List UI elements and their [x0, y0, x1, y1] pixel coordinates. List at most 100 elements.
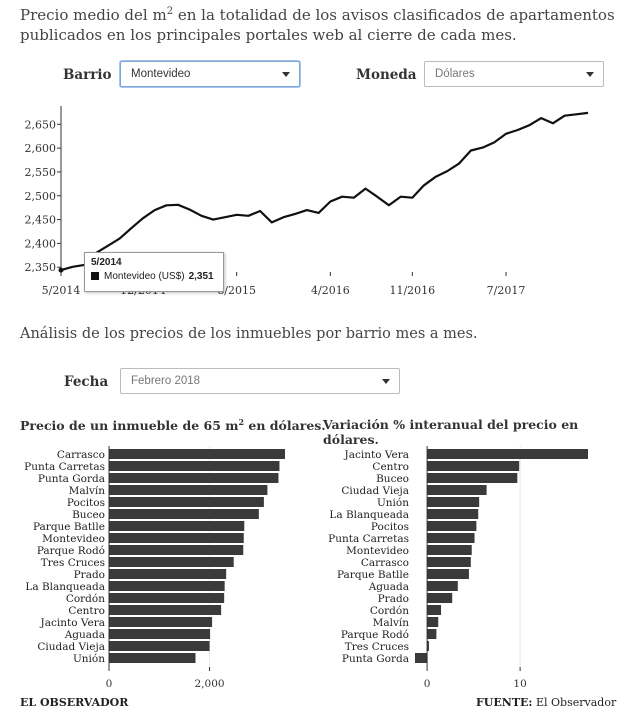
- bar: [427, 545, 472, 555]
- bar: [427, 509, 479, 519]
- bar: [109, 521, 245, 531]
- bar: [109, 653, 196, 663]
- bar: [109, 629, 211, 639]
- bar: [427, 581, 458, 591]
- bar: [109, 533, 244, 543]
- category-label: Punta Carretas: [24, 461, 105, 473]
- bar: [427, 485, 487, 495]
- barrio-label: Barrio: [63, 67, 112, 83]
- category-label: Ciudad Vieja: [37, 641, 105, 653]
- category-label: Carrasco: [361, 557, 409, 569]
- x-tick-label: 5/2014: [42, 284, 81, 297]
- category-label: Buceo: [376, 473, 409, 485]
- category-label: Jacinto Vera: [40, 617, 105, 629]
- bar: [109, 605, 222, 615]
- x-tick-label: 7/2017: [487, 284, 526, 297]
- category-label: Aguada: [64, 629, 105, 641]
- line-chart[interactable]: 2,350 2,400 2,450 2,500 2,550 2,600 2,650 5/201…: [0, 100, 623, 300]
- bar: [427, 617, 439, 627]
- category-label: Buceo: [72, 509, 105, 521]
- bar: [427, 593, 453, 603]
- moneda-select[interactable]: Dólares: [424, 61, 604, 87]
- bar: [415, 653, 428, 663]
- category-label: Punta Gorda: [38, 473, 105, 485]
- category-label: Centro: [372, 461, 409, 473]
- bar: [109, 641, 210, 651]
- price-title-superscript: 2: [238, 417, 245, 427]
- intro-text-start: Precio medio del m: [20, 6, 167, 24]
- category-label: Montevideo: [42, 533, 105, 545]
- y-tick-label: 2,350: [25, 261, 57, 274]
- category-label: Punta Gorda: [342, 653, 409, 665]
- category-label: Cordón: [66, 593, 105, 605]
- x-tick-label: 11/2016: [389, 284, 435, 297]
- section-title: Análisis de los precios de los inmuebles…: [20, 326, 478, 342]
- bar: [427, 449, 588, 459]
- category-label: Tres Cruces: [41, 557, 105, 569]
- category-label: Parque Batlle: [33, 521, 105, 533]
- fecha-label: Fecha: [64, 374, 109, 390]
- bar: [427, 557, 471, 567]
- y-tick-label: 2,550: [25, 166, 57, 179]
- category-label: Carrasco: [57, 449, 105, 461]
- bar: [109, 497, 264, 507]
- bar: [109, 509, 259, 519]
- x-tick-label: 8/2015: [217, 284, 256, 297]
- bar: [427, 521, 477, 531]
- category-label: Malvín: [69, 485, 106, 497]
- x-tick-label: 4/2016: [311, 284, 350, 297]
- hover-point: [58, 267, 64, 273]
- category-label: Ciudad Vieja: [341, 485, 409, 497]
- chart-description: Precio medio del m2 en la totalidad de l…: [20, 2, 620, 45]
- bar: [427, 497, 480, 507]
- brand-footer: EL OBSERVADOR: [20, 696, 129, 709]
- bar: [109, 581, 225, 591]
- x-tick-label: 0: [106, 678, 113, 690]
- chevron-down-icon: [282, 72, 290, 77]
- moneda-label: Moneda: [356, 67, 417, 83]
- bar: [109, 545, 244, 555]
- bar: [427, 569, 469, 579]
- bar: [109, 473, 279, 483]
- chevron-down-icon: [586, 72, 594, 77]
- tooltip-value: 2,351: [188, 271, 214, 282]
- series-line-montevideo: [60, 111, 589, 272]
- price-chart-title: Precio de un inmueble de 65 m2 en dólare…: [20, 417, 326, 433]
- x-tick-label: 0: [424, 678, 431, 690]
- source-value: El Observador: [535, 696, 617, 709]
- tooltip-date: 5/2014: [91, 257, 122, 268]
- x-tick-label: 10: [513, 678, 526, 690]
- barrio-selected-value: Montevideo: [131, 68, 191, 80]
- category-label: Punta Carretas: [328, 533, 409, 545]
- bar: [109, 569, 227, 579]
- category-label: Unión: [377, 497, 409, 509]
- category-label: Prado: [378, 593, 409, 605]
- barrio-select[interactable]: Montevideo: [120, 61, 300, 87]
- category-label: Malvín: [373, 617, 410, 629]
- price-title-start: Precio de un inmueble de 65 m: [20, 418, 239, 434]
- tooltip-row: Montevideo (US$) 2,351: [91, 271, 217, 282]
- source-footer: FUENTE: El Observador: [476, 696, 616, 709]
- category-label: La Blanqueada: [329, 509, 409, 521]
- series-swatch: [91, 272, 99, 280]
- y-tick-label: 2,500: [25, 190, 57, 203]
- variation-chart-title: Variación % interanual del precio en dól…: [323, 417, 579, 447]
- price-title-end: en dólares.: [244, 418, 326, 434]
- intro-superscript: 2: [166, 6, 174, 17]
- bar: [109, 485, 268, 495]
- y-tick-label: 2,600: [25, 142, 57, 155]
- category-label: Centro: [68, 605, 105, 617]
- y-tick-label: 2,450: [25, 214, 57, 227]
- bar: [109, 617, 213, 627]
- bar: [427, 605, 442, 615]
- bar: [109, 557, 234, 567]
- y-tick-label: 2,400: [25, 237, 57, 250]
- category-label: Jacinto Vera: [344, 449, 409, 461]
- category-label: Prado: [74, 569, 105, 581]
- source-label: FUENTE:: [476, 696, 533, 709]
- fecha-select[interactable]: Febrero 2018: [120, 368, 400, 394]
- category-label: Parque Batlle: [337, 569, 409, 581]
- category-label: Pocitos: [67, 497, 105, 509]
- category-label: Unión: [73, 653, 105, 665]
